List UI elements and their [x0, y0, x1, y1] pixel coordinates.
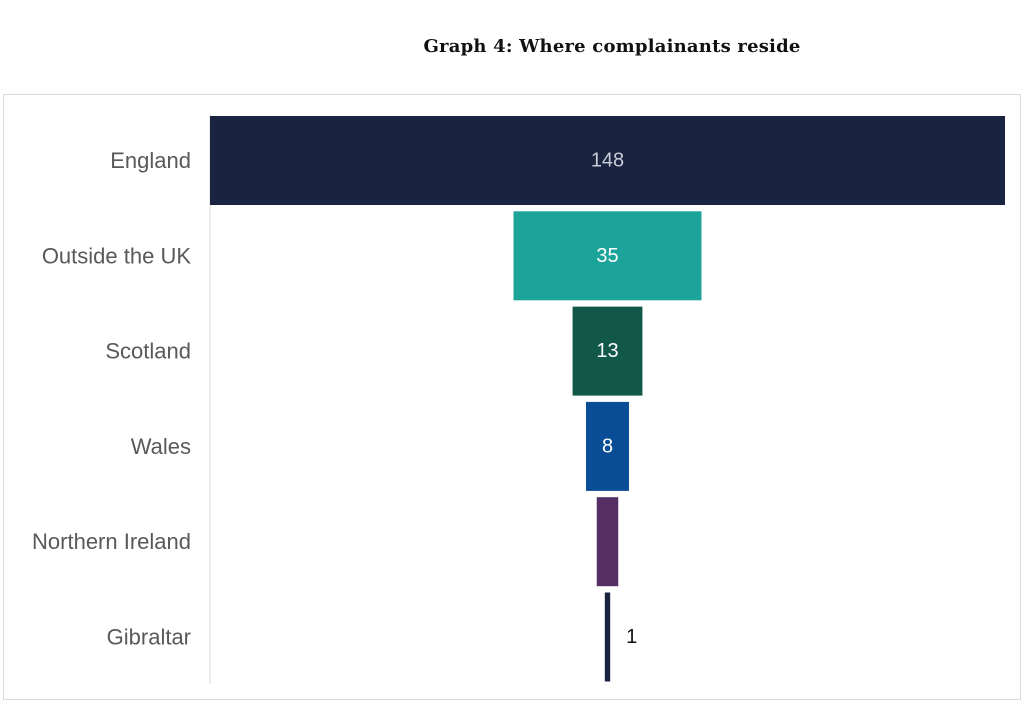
category-label: Gibraltar — [107, 625, 191, 650]
data-label: 148 — [591, 150, 624, 172]
bar-northern-ireland — [596, 497, 619, 587]
chart-title: Graph 4: Where complainants reside — [423, 36, 801, 57]
data-label: 4 — [634, 531, 645, 553]
category-label: Scotland — [105, 339, 191, 364]
bar-england — [210, 116, 1005, 205]
value-labels-layer: 148 35 13 8 4 1 — [591, 150, 646, 649]
data-label: 35 — [596, 245, 618, 267]
category-labels-layer: England Outside the UK Scotland Wales Northe… — [32, 148, 191, 650]
category-label: England — [110, 148, 191, 173]
category-label: Outside the UK — [42, 243, 192, 268]
bar-outside-the-uk — [513, 211, 702, 301]
category-label: Northern Ireland — [32, 529, 191, 554]
bar-wales — [586, 401, 629, 491]
bars-layer — [210, 116, 1005, 682]
bar-gibraltar — [604, 592, 611, 682]
data-label: 1 — [626, 626, 637, 648]
bar-scotland — [572, 306, 643, 396]
data-label: 13 — [596, 340, 618, 362]
category-label: Wales — [131, 434, 191, 459]
data-label: 8 — [602, 435, 613, 457]
chart-frame — [3, 94, 1021, 700]
